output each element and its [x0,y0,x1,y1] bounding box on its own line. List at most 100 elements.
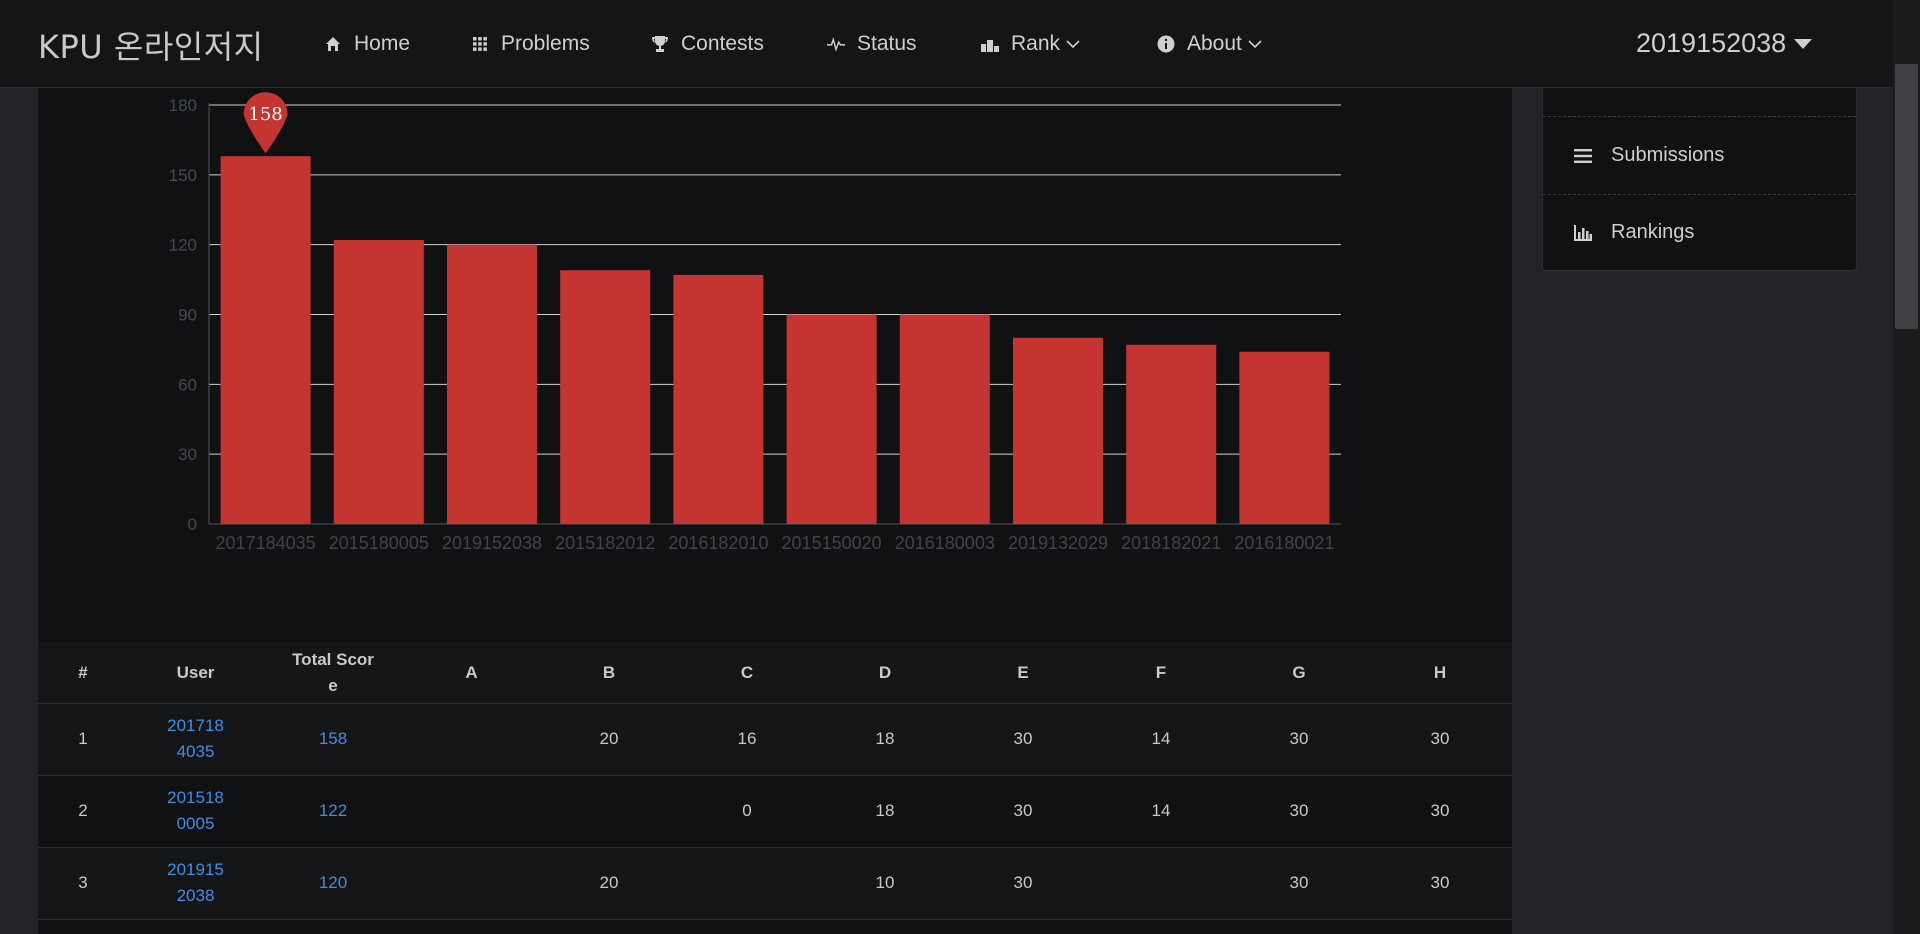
cell-rank: 1 [38,703,128,776]
x-tick-label: 2016182010 [668,533,768,553]
y-tick-label: 90 [178,306,197,325]
y-tick-label: 180 [169,96,197,115]
nav-contests-label: Contests [681,32,764,55]
nav-home[interactable]: Home [324,32,410,56]
col-header-a: A [403,643,540,704]
user-link[interactable]: 2019152038 [167,860,224,905]
rank-bar-chart: 0 30 60 90 120 150 180 2017184035 2015180005 2019… [169,92,1341,553]
podium-icon [981,35,999,53]
nav-rank-label: Rank [1011,32,1061,55]
nav-status-label: Status [857,32,917,55]
cell-rank: 3 [38,847,128,920]
x-tick-label: 2018182021 [1121,533,1221,553]
cell-score-a [403,703,540,776]
table-row: 3 2019152038 120 20 10 30 30 30 [38,847,1512,920]
chart-bar [1013,337,1103,524]
x-tick-label: 2015182012 [555,533,655,553]
cell-score-h: 30 [1368,703,1512,776]
chart-bar [899,314,990,524]
cell-user: 2015180005 [128,775,263,848]
cell-score-a [403,847,540,920]
side-item-submissions[interactable]: Submissions [1543,117,1856,194]
total-score-link[interactable]: 122 [318,801,348,820]
chart-bar [1239,351,1330,524]
max-marker-label: 158 [248,104,282,125]
chart-bar [1126,344,1217,524]
table-header-row: # User Total Score A B C D E F G H [38,643,1512,704]
x-tick-label: 2019132029 [1008,533,1108,553]
col-header-d: D [816,643,954,704]
chart-bar [333,240,424,524]
nav-rank[interactable]: Rank [981,32,1080,56]
cell-score-c: 0 [678,775,816,848]
max-marker-pin [243,92,288,154]
grid-icon [471,35,489,53]
y-tick-label: 150 [169,166,197,185]
top-navbar: KPU 온라인저지 Home Problems Contests Status [0,0,1893,88]
cell-score-f: 14 [1092,775,1230,848]
page-scrollbar[interactable] [1893,0,1920,934]
cell-user: 2019152038 [128,847,263,920]
x-tick-label: 2016180021 [1234,533,1334,553]
col-header-total: Total Score [263,643,403,704]
cell-score-c: 16 [678,703,816,776]
cell-score-b [540,775,678,848]
cell-score-g: 30 [1230,847,1368,920]
nav-about[interactable]: About [1157,32,1262,56]
divider [1543,116,1856,117]
home-icon [324,35,342,53]
chart-bar [560,270,651,524]
rank-chart: 0 30 60 90 120 150 180 2017184035 2015180005 2019… [38,88,1512,643]
user-menu[interactable]: 2019152038 [1636,28,1813,59]
side-menu: Submissions Rankings [1542,88,1857,271]
site-brand[interactable]: KPU 온라인저지 [38,28,264,66]
col-header-rank: # [38,643,128,704]
user-link[interactable]: 2015180005 [167,788,224,833]
side-item-rankings-label: Rankings [1611,221,1695,243]
pulse-icon [827,35,845,53]
list-icon [1573,147,1593,165]
col-header-total-label: Total Score [292,649,374,695]
cell-rank: 2 [38,775,128,848]
chart-bar [786,314,877,524]
y-tick-label: 30 [178,445,197,464]
table-row: 2 2015180005 122 0 18 30 14 30 30 [38,775,1512,848]
cell-score-b: 20 [540,703,678,776]
cell-total: 122 [263,775,403,848]
cell-score-e: 30 [954,847,1092,920]
nav-problems-label: Problems [501,32,590,55]
nav-contests[interactable]: Contests [651,32,764,56]
y-tick-label: 60 [178,375,197,394]
x-tick-label: 2015180005 [329,533,429,553]
col-header-e: E [954,643,1092,704]
cell-score-f [1092,847,1230,920]
cell-score-g: 30 [1230,775,1368,848]
caret-down-icon [1794,38,1813,49]
total-score-link[interactable]: 120 [318,873,348,892]
side-item-rankings[interactable]: Rankings [1543,194,1856,271]
y-tick-label: 120 [169,236,197,255]
rank-table: # User Total Score A B C D E F G H 1 201… [38,643,1512,920]
cell-score-d: 10 [816,847,954,920]
col-header-c: C [678,643,816,704]
cell-total: 158 [263,703,403,776]
scrollbar-thumb[interactable] [1895,64,1918,329]
cell-score-h: 30 [1368,847,1512,920]
cell-total: 120 [263,847,403,920]
chevron-down-icon [1066,39,1080,49]
y-tick-label: 0 [188,515,197,534]
col-header-user: User [128,643,263,704]
total-score-link[interactable]: 158 [318,729,348,748]
cell-user: 2017184035 [128,703,263,776]
user-link[interactable]: 2017184035 [167,716,224,761]
x-tick-label: 2019152038 [442,533,542,553]
cell-score-b: 20 [540,847,678,920]
cell-score-c [678,847,816,920]
nav-problems[interactable]: Problems [471,32,590,56]
chart-bar [673,274,764,524]
side-item-submissions-label: Submissions [1611,144,1725,166]
bar-chart-icon [1573,224,1593,242]
nav-status[interactable]: Status [827,32,917,56]
username: 2019152038 [1636,28,1787,58]
cell-score-d: 18 [816,775,954,848]
